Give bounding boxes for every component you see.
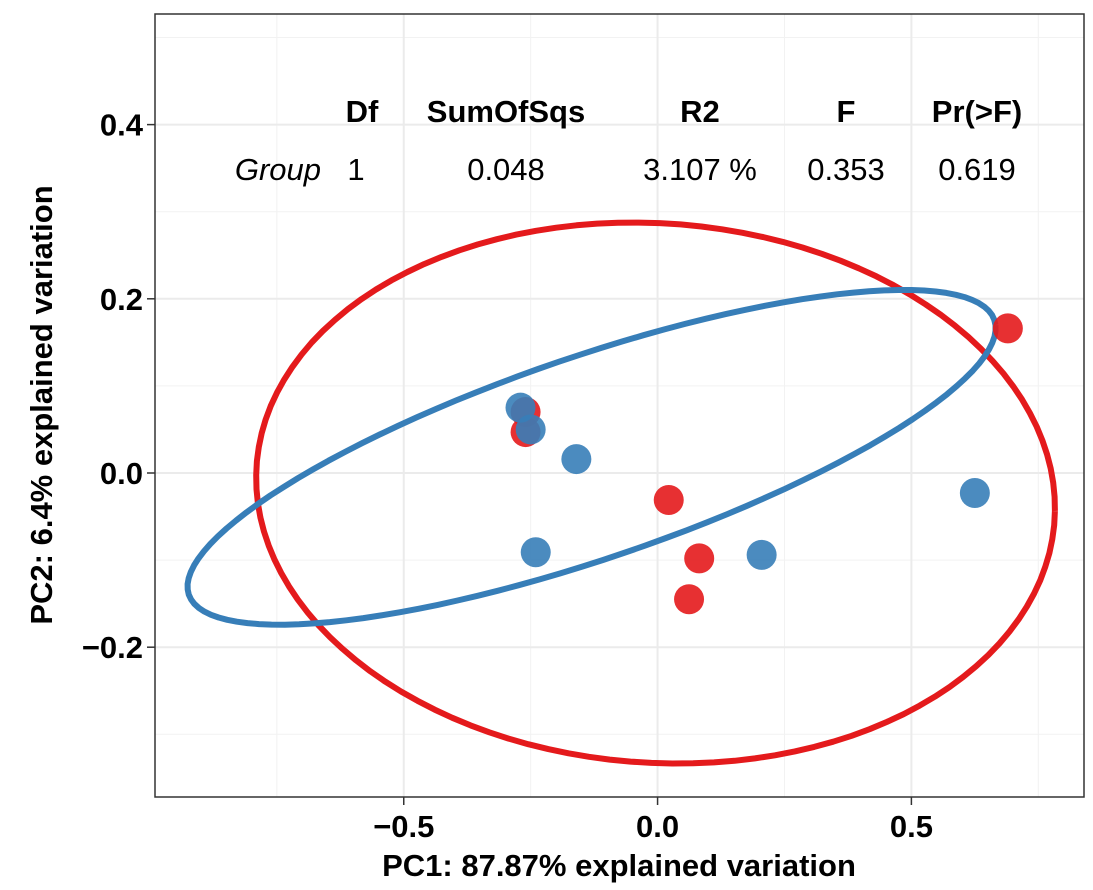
plot-panel-border (154, 13, 1085, 798)
point-series-1-2 (561, 444, 592, 475)
point-series-1-1 (515, 414, 546, 445)
table-header-f: F (837, 94, 856, 129)
y-axis-title: PC2: 6.4% explained variation (24, 185, 59, 624)
point-series-0-4 (674, 584, 705, 615)
tick-labels: −0.5 0.0 0.5 −0.2 0.0 0.2 0.4 (82, 108, 933, 844)
point-series-0-3 (684, 543, 715, 574)
point-series-1-3 (520, 537, 551, 568)
table-cell-f: 0.353 (807, 152, 885, 187)
table-header-sumofsqs: SumOfSqs (427, 94, 585, 129)
table-cell-sumofsqs: 0.048 (467, 152, 545, 187)
table-cell-r2: 3.107 % (643, 152, 757, 187)
plot-panel-background (155, 14, 1084, 797)
ellipse-series-0 (253, 219, 1058, 767)
table-cell-df: 1 (347, 152, 364, 187)
y-tick-label-1: 0.0 (100, 456, 143, 491)
table-row-label-group: Group (235, 152, 321, 187)
point-series-1-5 (959, 478, 990, 509)
minor-gridlines (155, 14, 1084, 797)
point-series-0-2 (653, 485, 684, 515)
point-series-0-5 (992, 313, 1023, 344)
x-axis-title: PC1: 87.87% explained variation (382, 848, 856, 883)
x-tick-label-0: −0.5 (373, 809, 434, 844)
table-header-r2: R2 (680, 94, 720, 129)
axis-ticks (147, 123, 913, 805)
y-tick-label-0: −0.2 (82, 630, 143, 665)
confidence-ellipses (184, 219, 1058, 767)
y-tick-label-2: 0.2 (100, 282, 143, 317)
x-tick-label-1: 0.0 (636, 809, 679, 844)
table-header-pr: Pr(>F) (932, 94, 1022, 129)
x-tick-label-2: 0.5 (890, 809, 933, 844)
table-header-df: Df (346, 94, 379, 129)
data-points (505, 313, 1023, 615)
permanova-table: Df SumOfSqs R2 F Pr(>F) Group 1 0.048 3.… (235, 94, 1022, 187)
point-series-1-4 (746, 539, 777, 570)
y-tick-label-3: 0.4 (100, 108, 144, 143)
ellipse-series-1 (184, 287, 999, 628)
table-cell-pr: 0.619 (938, 152, 1016, 187)
